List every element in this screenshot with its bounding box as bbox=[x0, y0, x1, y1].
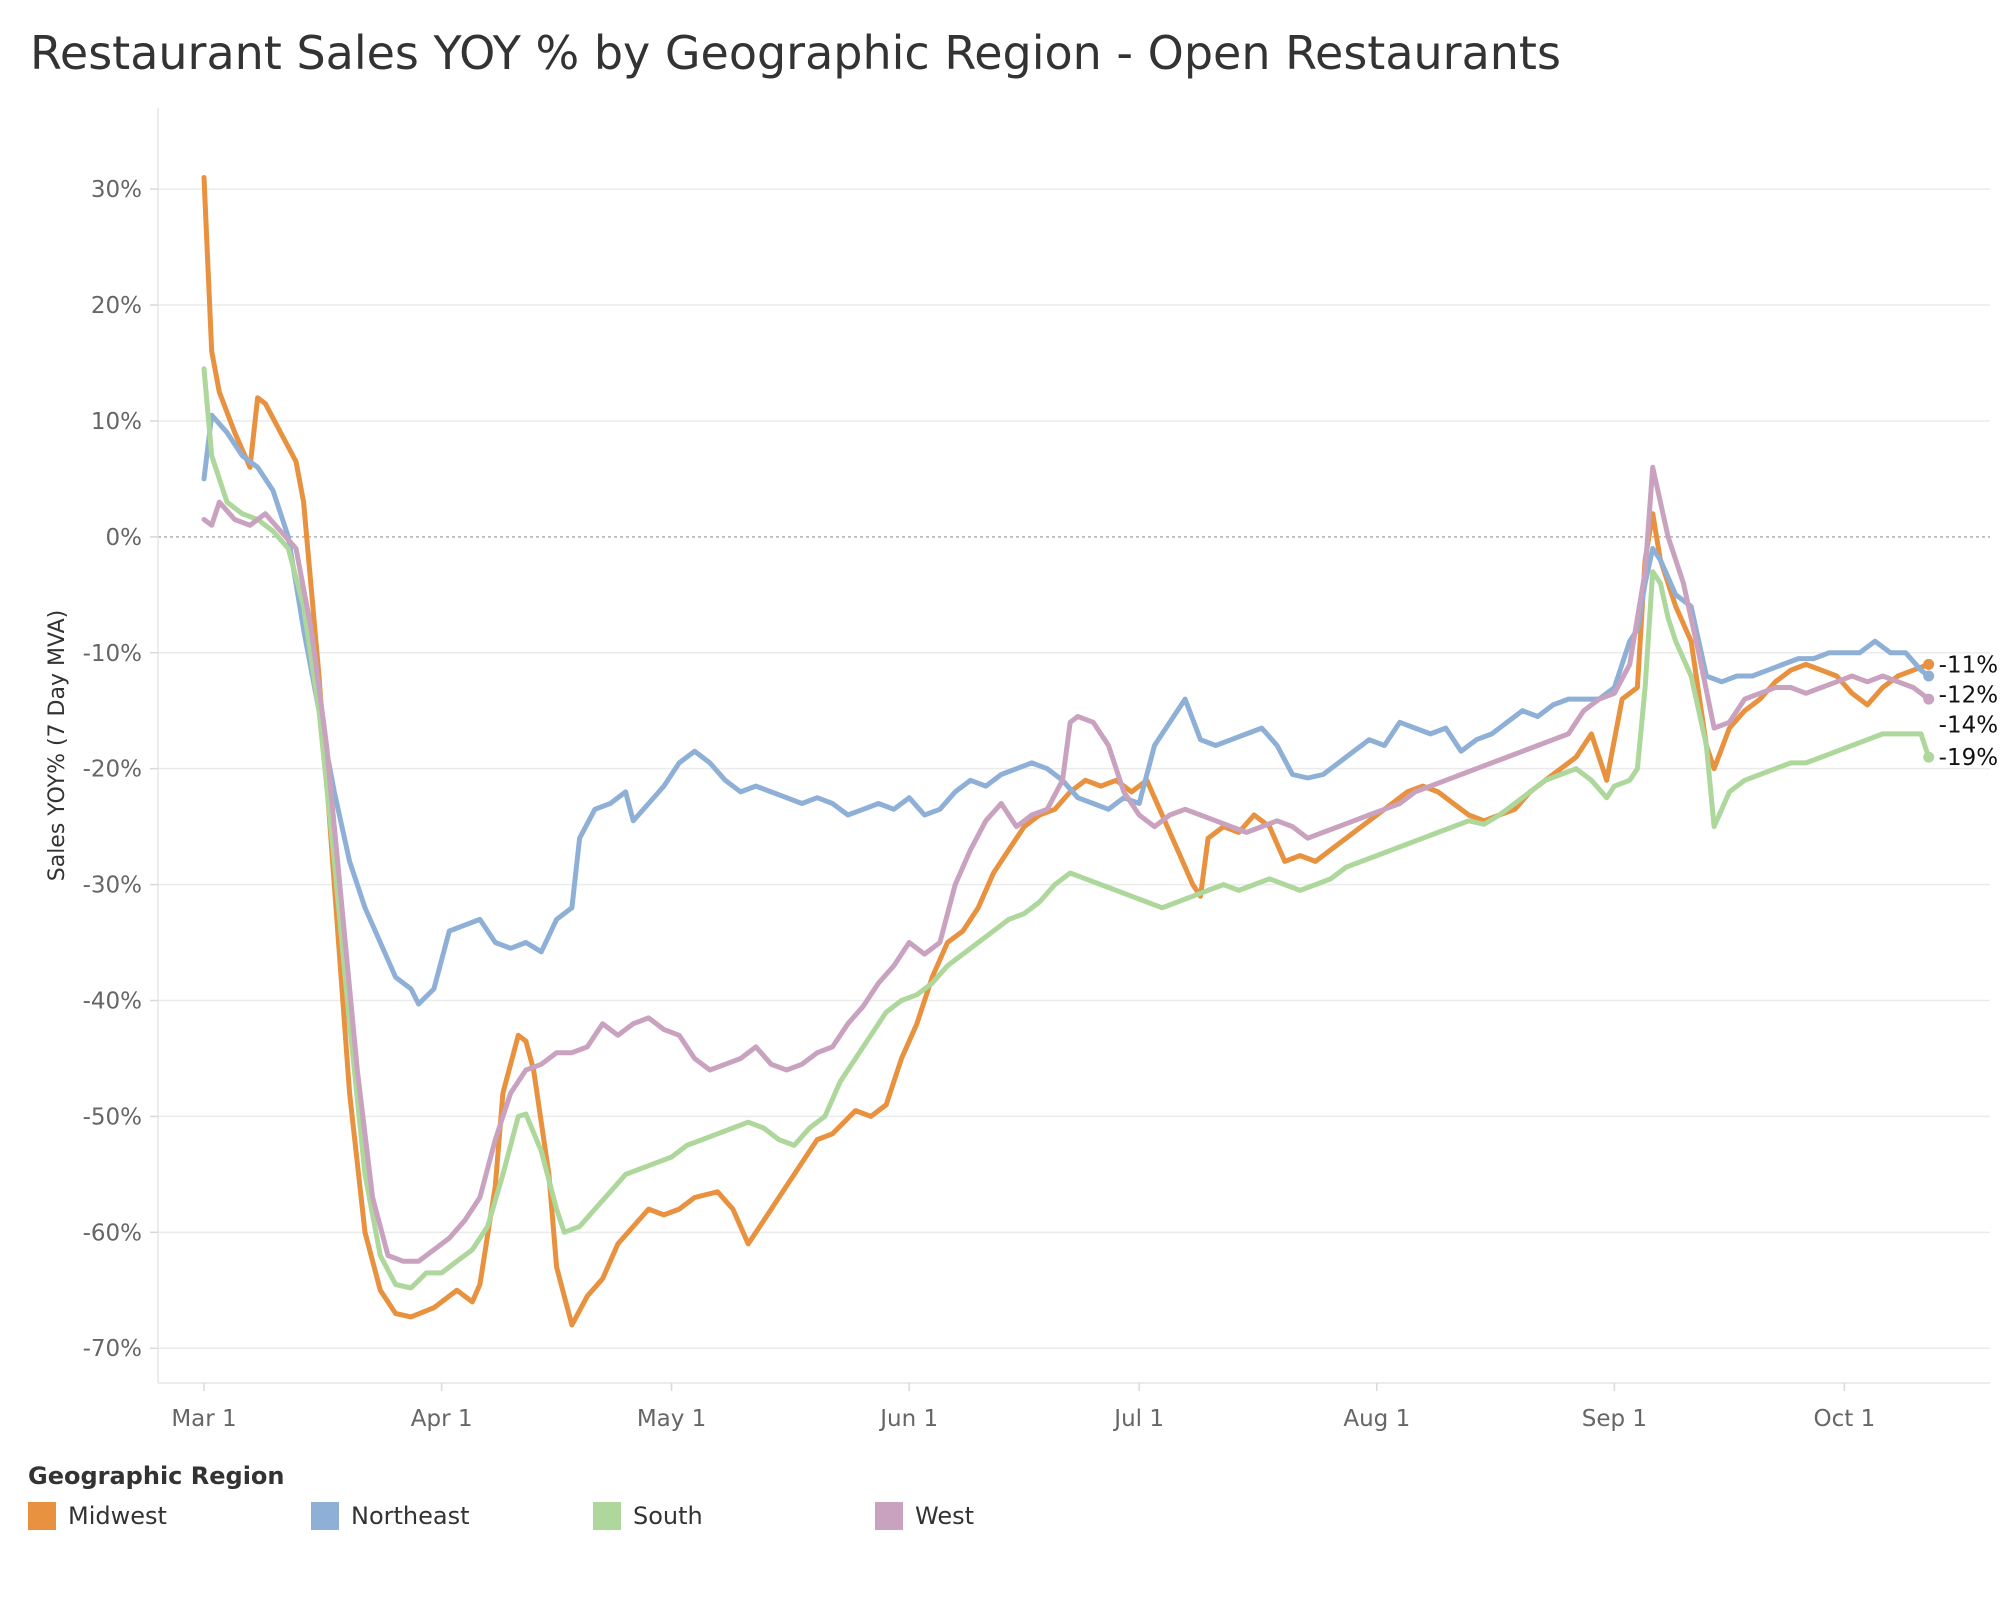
end-label-west: -14% bbox=[1939, 712, 1998, 738]
x-tick-label: Oct 1 bbox=[1814, 1406, 1876, 1432]
end-label-midwest: -11% bbox=[1939, 652, 1998, 678]
axes: 30% 20% 10% 0% -10% -20% -30% -40% -50% -60% -70% S… bbox=[45, 108, 1990, 1432]
series-line-northeast[interactable] bbox=[201, 412, 1932, 1007]
series-lines bbox=[201, 175, 1935, 1328]
y-tick-label: 30% bbox=[91, 177, 142, 203]
end-labels: -11% -12% -14% -19% bbox=[1939, 652, 1998, 771]
x-tick-label: Aug 1 bbox=[1343, 1406, 1410, 1432]
legend-label-midwest: Midwest bbox=[68, 1502, 167, 1530]
legend-item-west[interactable]: West bbox=[875, 1502, 974, 1530]
end-marker-northeast bbox=[1923, 670, 1935, 682]
legend-title: Geographic Region bbox=[28, 1462, 285, 1490]
y-tick-label: 20% bbox=[91, 293, 142, 319]
y-tick-label: -40% bbox=[83, 989, 142, 1015]
legend-label-south: South bbox=[633, 1502, 703, 1530]
legend-items: Midwest Northeast South West bbox=[28, 1502, 974, 1542]
legend: Geographic Region Midwest Northeast Sout… bbox=[28, 1462, 974, 1542]
end-marker-midwest bbox=[1923, 658, 1935, 670]
x-tick-label: Apr 1 bbox=[411, 1406, 473, 1432]
x-tick-label: Jun 1 bbox=[878, 1406, 938, 1432]
y-tick-label: -60% bbox=[83, 1220, 142, 1246]
x-tick-label: May 1 bbox=[637, 1406, 707, 1432]
end-label-south: -19% bbox=[1939, 745, 1998, 771]
y-tick-label: 10% bbox=[91, 409, 142, 435]
y-axis-title: Sales YOY% (7 Day MVA) bbox=[45, 610, 70, 882]
y-tick-label: -70% bbox=[83, 1336, 142, 1362]
legend-item-south[interactable]: South bbox=[593, 1502, 703, 1530]
legend-swatch-northeast bbox=[311, 1502, 339, 1530]
y-tick-label: -20% bbox=[83, 757, 142, 783]
y-tick-label: 0% bbox=[106, 525, 143, 551]
legend-item-northeast[interactable]: Northeast bbox=[311, 1502, 470, 1530]
legend-item-midwest[interactable]: Midwest bbox=[28, 1502, 167, 1530]
chart-title: Restaurant Sales YOY % by Geographic Reg… bbox=[30, 26, 1561, 80]
legend-label-northeast: Northeast bbox=[351, 1502, 470, 1530]
end-marker-south bbox=[1923, 751, 1935, 763]
legend-swatch-midwest bbox=[28, 1502, 56, 1530]
series-line-south[interactable] bbox=[201, 366, 1932, 1291]
x-tick-label: Jul 1 bbox=[1112, 1406, 1164, 1432]
gridlines bbox=[158, 188, 1990, 1349]
y-tick-label: -30% bbox=[83, 873, 142, 899]
line-chart: 30% 20% 10% 0% -10% -20% -30% -40% -50% -60% -70% S… bbox=[45, 108, 1998, 1432]
legend-swatch-west bbox=[875, 1502, 903, 1530]
x-tick-label: Sep 1 bbox=[1582, 1406, 1647, 1432]
legend-swatch-south bbox=[593, 1502, 621, 1530]
series-line-west[interactable] bbox=[201, 464, 1932, 1264]
legend-label-west: West bbox=[915, 1502, 975, 1530]
end-label-northeast: -12% bbox=[1939, 682, 1998, 708]
end-marker-west bbox=[1923, 693, 1935, 705]
x-tick-label: Mar 1 bbox=[171, 1406, 236, 1432]
y-tick-label: -50% bbox=[83, 1104, 142, 1130]
y-tick-label: -10% bbox=[83, 641, 142, 667]
